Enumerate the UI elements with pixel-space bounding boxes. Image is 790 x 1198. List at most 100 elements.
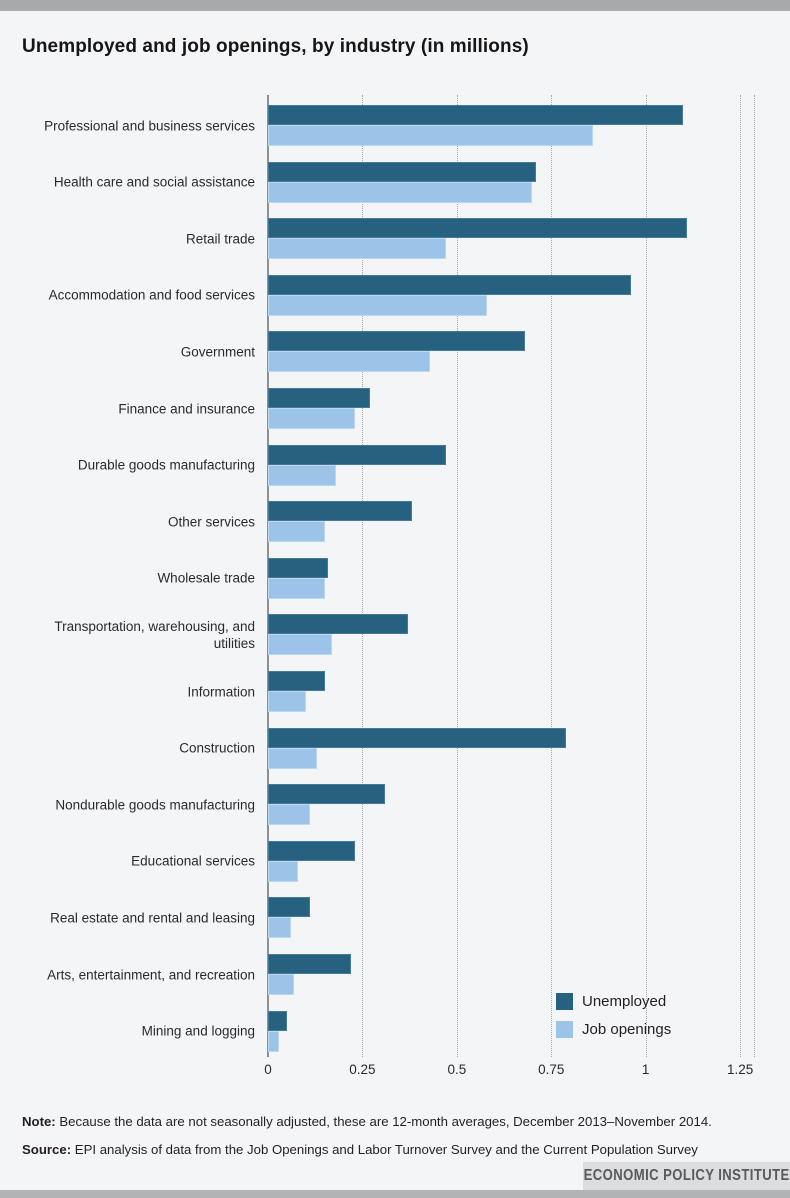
unemployed-bar [268,1010,287,1031]
top-accent-bar [0,0,790,11]
chart-row: Real estate and rental and leasing [0,887,790,944]
x-tick-label: 1.25 [726,1062,754,1077]
x-tick-label: 0 [264,1062,272,1077]
chart-row: Educational services [0,831,790,888]
category-label: Nondurable goods manufacturing [55,797,255,813]
unemployed-bar [268,161,537,182]
note-body: Because the data are not seasonally adju… [55,1114,712,1129]
category-label: Arts, entertainment, and recreation [47,967,255,982]
x-tick-label: 0.25 [349,1062,376,1077]
gridline [645,95,647,1057]
category-label: Educational services [131,853,255,869]
job-openings-bar [268,974,295,995]
legend-swatch [556,992,573,1010]
epi-logo: ECONOMIC POLICY INSTITUTE [583,1162,790,1190]
job-openings-bar [268,181,533,203]
job-openings-bar [268,408,355,429]
category-label: Professional and business services [44,118,255,133]
unemployed-bar [268,218,688,239]
category-label: Transportation, warehousing, and utiliti… [54,618,255,651]
chart-row: Nondurable goods manufacturing [0,774,790,831]
epi-logo-text: ECONOMIC POLICY INSTITUTE [583,1167,790,1184]
gridline [362,95,364,1057]
category-label: Durable goods manufacturing [77,457,255,473]
category-label: Construction [179,740,255,756]
unemployed-bar [268,954,352,974]
chart-row: Information [0,661,790,718]
unemployed-bar [268,331,525,352]
unemployed-bar [268,671,325,691]
chart-row: Durable goods manufacturing [0,435,790,492]
source-body: EPI analysis of data from the Job Openin… [71,1142,698,1157]
legend-label: Unemployed [582,992,667,1010]
job-openings-bar [268,804,310,826]
category-label: Accommodation and food services [48,287,255,303]
unemployed-bar [268,444,446,465]
unemployed-bar [268,727,567,748]
unemployed-bar [268,105,684,125]
legend-entry: Job openings [556,1015,671,1043]
job-openings-bar [268,860,299,882]
job-openings-bar [268,1030,280,1052]
chart-row: Arts, entertainment, and recreation [0,944,790,1001]
legend-swatch [556,1020,573,1038]
unemployed-bar [268,840,355,861]
job-openings-bar [268,238,446,260]
x-axis-tick-labels: 0 0.25 0.5 0.75 1 1.25 [0,1062,790,1082]
job-openings-bar [268,351,431,373]
bottom-accent-bar [0,1190,790,1198]
job-openings-bar [268,691,306,712]
category-label: Real estate and rental and leasing [50,910,255,926]
unemployed-bar [268,557,329,578]
category-label: Health care and social assistance [53,174,255,190]
category-label: Finance and insurance [118,401,255,416]
job-openings-bar [268,125,593,146]
gridline [551,95,553,1057]
unemployed-bar [268,388,370,408]
legend-label: Job openings [582,1020,672,1038]
unemployed-bar [268,897,310,918]
chart-row: Transportation, warehousing, and utiliti… [0,604,790,661]
category-label: Information [187,684,255,699]
job-openings-bar [268,917,291,939]
chart-row: Retail trade [0,208,790,265]
source-label: Source: [22,1142,72,1157]
unemployed-bar [268,614,408,635]
job-openings-bar [268,747,318,769]
category-label: Retail trade [185,231,255,247]
job-openings-bar [268,634,333,656]
job-openings-bar [268,294,488,316]
chart-legend: Unemployed Job openings [556,987,671,1043]
legend-entry: Unemployed [556,987,671,1015]
chart-row: Mining and logging [0,1001,790,1058]
category-label: Government [180,344,255,360]
chart-row: Construction [0,718,790,775]
unemployed-bar [268,501,412,522]
x-tick-label: 1 [641,1062,650,1077]
job-openings-bar [268,577,325,599]
job-openings-bar [268,521,325,543]
plot-right-border [754,95,755,1057]
x-tick-label: 0.5 [447,1062,467,1077]
chart-row: Other services [0,491,790,548]
gridline [456,95,458,1057]
category-label: Other services [167,514,255,530]
chart-row: Professional and business services [0,95,790,152]
category-label: Mining and logging [141,1023,255,1039]
bar-chart: Professional and business services Health… [0,95,790,1057]
chart-row: Government [0,321,790,378]
unemployed-bar [268,274,631,295]
chart-row: Accommodation and food services [0,265,790,322]
source-text: Source: EPI analysis of data from the Jo… [22,1141,768,1158]
chart-title: Unemployed and job openings, by industry… [22,36,529,57]
note-text: Note: Because the data are not seasonall… [22,1113,768,1130]
x-tick-label: 0.75 [538,1062,565,1077]
gridline [740,95,742,1057]
chart-row: Finance and insurance [0,378,790,435]
chart-row: Wholesale trade [0,548,790,605]
unemployed-bar [268,784,386,805]
chart-row: Health care and social assistance [0,152,790,209]
note-label: Note: [22,1114,56,1129]
category-label: Wholesale trade [157,570,255,586]
job-openings-bar [268,464,336,486]
